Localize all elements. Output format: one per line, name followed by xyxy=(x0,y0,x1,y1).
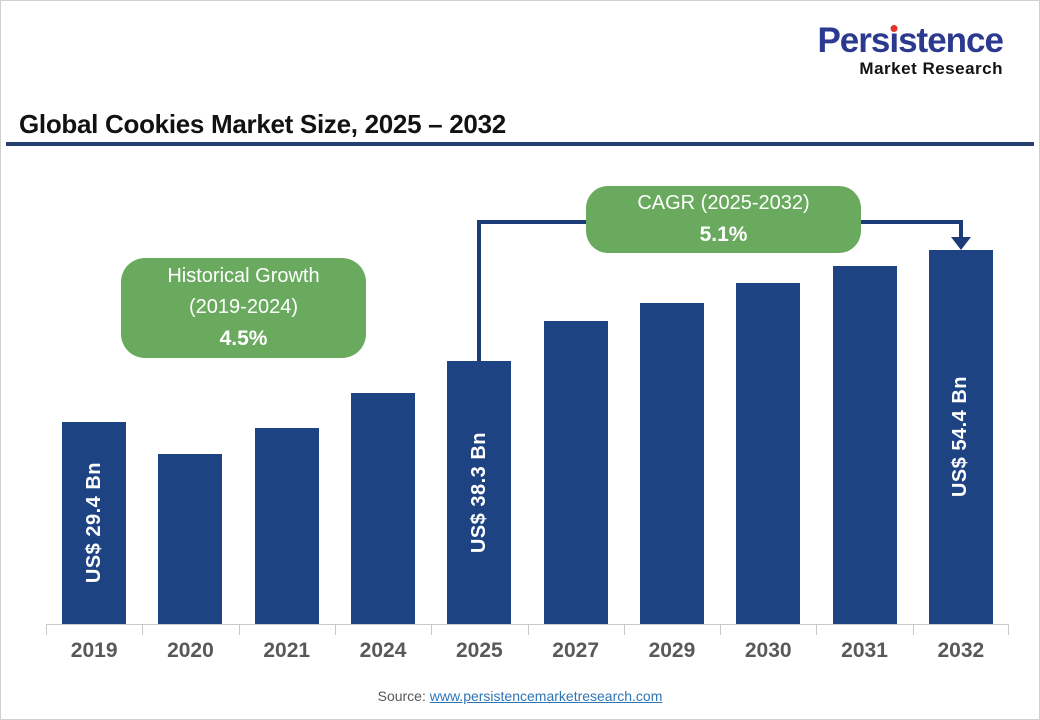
logo-brand-prefix: Pers xyxy=(817,21,890,60)
bar-2024 xyxy=(351,393,416,624)
bar-value-label: US$ 29.4 Bn xyxy=(82,462,105,584)
bar-2029 xyxy=(639,303,704,624)
bar-2019: US$ 29.4 Bn xyxy=(62,422,127,624)
bracket-left-line xyxy=(477,220,482,361)
page-title: Global Cookies Market Size, 2025 – 2032 xyxy=(19,109,506,139)
cagr-value: 5.1% xyxy=(699,223,748,246)
historical-growth-line1: Historical Growth xyxy=(167,265,320,287)
axis-tick xyxy=(624,624,625,635)
source-link[interactable]: www.persistencemarketresearch.com xyxy=(429,688,663,704)
x-axis-label-2019: 2019 xyxy=(70,639,118,662)
bracket-right-line xyxy=(958,220,963,238)
axis-tick xyxy=(46,624,47,635)
logo-dotted-i-icon: ı xyxy=(889,21,899,60)
bar-chart: US$ 29.4 Bn US$ 38.3 Bn US$ 54.4 Bn xyxy=(46,194,1009,635)
logo-brand-suffix: stence xyxy=(898,21,1004,60)
historical-growth-badge: Historical Growth (2019-2024) 4.5% xyxy=(121,258,366,358)
axis-tick xyxy=(720,624,721,635)
axis-tick xyxy=(431,624,432,635)
historical-growth-line2: (2019-2024) xyxy=(189,296,298,318)
bar-2027 xyxy=(543,321,608,624)
x-axis-line xyxy=(46,624,1009,625)
historical-growth-value: 4.5% xyxy=(219,327,268,350)
axis-tick xyxy=(1008,624,1009,635)
bar-value-label: US$ 54.4 Bn xyxy=(949,376,972,498)
x-axis-label-2025: 2025 xyxy=(455,639,503,662)
x-axis-label-2027: 2027 xyxy=(552,639,599,662)
axis-tick xyxy=(239,624,240,635)
axis-tick xyxy=(142,624,143,635)
axis-tick xyxy=(913,624,914,635)
axis-tick xyxy=(528,624,529,635)
cagr-badge: CAGR (2025-2032) 5.1% xyxy=(586,186,861,253)
x-axis-label-2031: 2031 xyxy=(841,639,888,662)
logo-brand: Persıstence xyxy=(817,21,1004,60)
bar-2025: US$ 38.3 Bn xyxy=(447,361,512,624)
x-axis-label-2029: 2029 xyxy=(648,639,696,662)
axis-tick xyxy=(335,624,336,635)
x-axis-label-2020: 2020 xyxy=(167,639,214,662)
cagr-line1: CAGR (2025-2032) xyxy=(637,192,810,214)
x-axis-label-2021: 2021 xyxy=(263,639,311,662)
logo-subtitle: Market Research xyxy=(859,59,1003,78)
bar-2021 xyxy=(254,428,319,624)
x-axis-label-2024: 2024 xyxy=(359,639,407,662)
title-underline xyxy=(6,142,1034,146)
bracket-arrowhead-icon xyxy=(950,237,971,250)
x-axis-label-2032: 2032 xyxy=(937,639,985,662)
axis-tick xyxy=(816,624,817,635)
bar-2020 xyxy=(158,454,223,624)
x-axis-label-2030: 2030 xyxy=(744,639,792,662)
source-label: Source: xyxy=(377,688,426,704)
logo: Persıstence Market Research xyxy=(817,21,1004,78)
x-axis-labels: 2019 2020 2021 2024 2025 2027 2029 2030 2031 2032 xyxy=(46,639,1009,669)
source-line: Source: www.persistencemarketresearch.co… xyxy=(1,688,1039,704)
bar-2031 xyxy=(832,266,897,624)
bar-2032: US$ 54.4 Bn xyxy=(928,250,993,624)
bar-value-label: US$ 38.3 Bn xyxy=(467,431,490,554)
bar-2030 xyxy=(736,283,801,624)
